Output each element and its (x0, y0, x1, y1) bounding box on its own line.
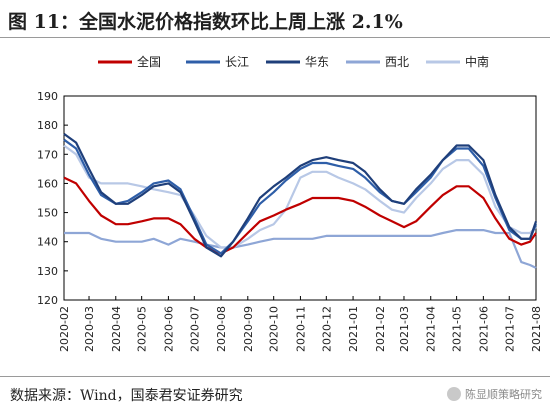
x-tick-label: 2021-08 (530, 306, 543, 352)
x-tick-label: 2021-07 (503, 306, 516, 352)
figure-title: 图 11：全国水泥价格指数环比上周上涨 2.1% (8, 11, 403, 33)
x-tick-label: 2021-01 (347, 306, 360, 352)
data-source: 数据来源：Wind，国泰君安证券研究 (10, 388, 243, 404)
x-tick-label: 2020-05 (136, 306, 149, 352)
watermark: 陈显顺策略研究 (447, 386, 542, 402)
y-tick-label: 150 (37, 207, 58, 220)
series-line-1 (63, 176, 537, 255)
series-lines (63, 133, 538, 269)
y-tick-label: 130 (37, 265, 58, 278)
x-tick-label: 2020-08 (215, 306, 228, 352)
source-bar: 数据来源：Wind，国泰君安证券研究 陈显顺策略研究 (0, 376, 550, 410)
x-tick-label: 2020-03 (83, 306, 96, 352)
line-chart: 全国 长江 华东 西北 中南 120 130 140 150 160 170 180 190 2020… (37, 54, 543, 352)
x-tick-label: 2020-02 (58, 306, 71, 352)
series-line-5 (63, 144, 537, 249)
x-tick-label: 2020-12 (320, 306, 333, 352)
x-tick-label: 2020-06 (162, 306, 175, 352)
x-tick-label: 2020-09 (242, 306, 255, 352)
y-tick-label: 170 (37, 148, 58, 161)
x-tick-label: 2020-10 (268, 306, 281, 352)
legend-label: 西北 (385, 55, 409, 69)
chart-legend: 全国 长江 华东 西北 中南 (98, 54, 489, 69)
legend-label: 华东 (305, 55, 329, 69)
series-line-4 (64, 229, 537, 269)
watermark-text: 陈显顺策略研究 (465, 388, 542, 401)
plot-frame (63, 95, 537, 301)
y-axis: 120 130 140 150 160 170 180 190 (37, 90, 68, 307)
x-tick-label: 2021-03 (398, 306, 411, 352)
x-axis: 2020-02 2020-03 2020-04 2020-05 2020-06 2020-… (58, 296, 543, 352)
legend-label: 长江 (225, 55, 249, 69)
legend-label: 中南 (465, 54, 489, 69)
y-tick-label: 140 (37, 236, 58, 249)
y-tick-label: 180 (37, 119, 58, 132)
legend-label: 全国 (137, 54, 161, 69)
series-line-2 (63, 138, 538, 255)
x-tick-label: 2021-05 (451, 306, 464, 352)
plot-area (63, 95, 537, 301)
wechat-icon (447, 387, 461, 401)
series-line-3 (63, 133, 538, 258)
y-tick-label: 160 (37, 177, 58, 190)
x-tick-label: 2021-06 (477, 306, 490, 352)
x-tick-label: 2020-07 (188, 306, 201, 352)
x-tick-label: 2020-04 (110, 306, 123, 352)
x-tick-label: 2021-02 (374, 306, 387, 352)
title-bar: 图 11：全国水泥价格指数环比上周上涨 2.1% (0, 0, 550, 38)
x-tick-label: 2020-11 (294, 306, 307, 352)
y-tick-label: 120 (37, 294, 58, 307)
y-tick-label: 190 (37, 90, 58, 103)
x-tick-label: 2021-04 (425, 306, 438, 352)
